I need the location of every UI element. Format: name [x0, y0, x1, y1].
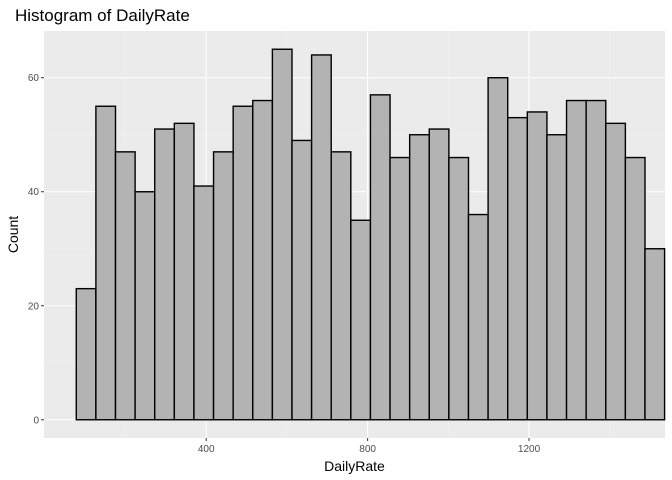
histogram-bar [624, 156, 646, 421]
histogram-bar [428, 128, 450, 421]
histogram-bar [252, 99, 274, 421]
x-tick-label: 800 [359, 444, 376, 455]
x-axis: 400 800 1200 [198, 438, 541, 455]
histogram-bar [134, 191, 156, 421]
histogram-bar [173, 122, 195, 421]
histogram-bar [232, 105, 254, 421]
histogram-bar [389, 156, 411, 421]
chart-title: Histogram of DailyRate [15, 6, 190, 25]
histogram-bar [114, 151, 136, 421]
histogram-bar [507, 116, 529, 421]
y-tick-label: 20 [28, 301, 40, 312]
x-axis-title: DailyRate [324, 458, 385, 474]
histogram-bar [95, 105, 117, 421]
histogram-bar [487, 77, 509, 421]
histogram-bar [605, 122, 627, 421]
x-tick-label: 1200 [518, 444, 541, 455]
histogram-bar [310, 54, 332, 421]
histogram-bar [448, 156, 470, 421]
histogram-bar [291, 139, 313, 421]
histogram-bar [271, 48, 293, 421]
y-axis-title: Count [5, 216, 21, 253]
y-axis: 0 20 40 60 [28, 73, 44, 426]
histogram-bar [644, 248, 666, 421]
histogram-bar [330, 151, 352, 421]
histogram-bars [75, 48, 666, 421]
histogram-bar [193, 185, 215, 421]
histogram-bar [154, 128, 176, 421]
histogram-bar [212, 151, 234, 421]
x-tick-label: 400 [198, 444, 215, 455]
histogram-bar [75, 287, 97, 421]
y-tick-label: 40 [28, 187, 40, 198]
histogram-bar [565, 99, 587, 421]
histogram-bar [585, 99, 607, 421]
histogram-bar [526, 111, 548, 421]
histogram-bar [408, 134, 430, 421]
histogram-bar [350, 219, 372, 421]
histogram-bar [546, 134, 568, 421]
histogram-bar [467, 213, 489, 421]
histogram-bar [369, 94, 391, 421]
y-tick-label: 0 [33, 415, 39, 426]
y-tick-label: 60 [28, 73, 40, 84]
